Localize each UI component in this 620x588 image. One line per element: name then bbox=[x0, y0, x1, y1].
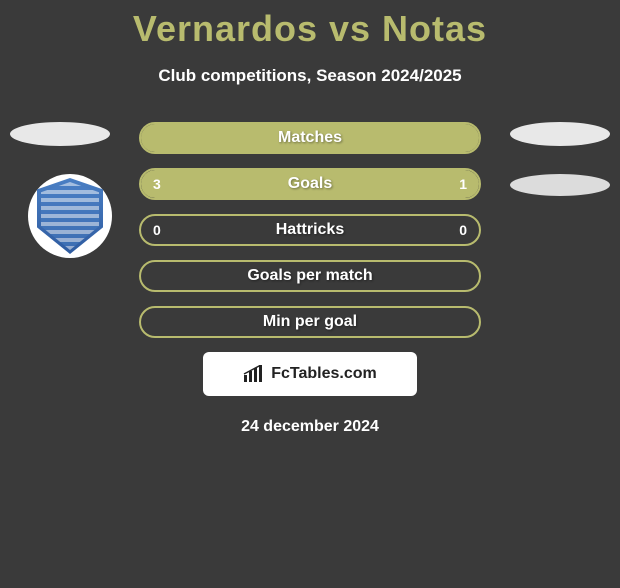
player-left-badge bbox=[10, 122, 110, 146]
stat-bars: Matches 3 Goals 1 0 Hattricks 0 Goals pe… bbox=[139, 122, 481, 338]
stat-label: Goals bbox=[141, 175, 479, 193]
player-right-badge-2 bbox=[510, 174, 610, 196]
stat-label: Min per goal bbox=[141, 313, 479, 331]
brand-card[interactable]: FcTables.com bbox=[203, 352, 417, 396]
comparison-panel: Matches 3 Goals 1 0 Hattricks 0 Goals pe… bbox=[0, 122, 620, 436]
brand-label: FcTables.com bbox=[271, 365, 377, 383]
stat-label: Hattricks bbox=[141, 221, 479, 239]
club-logo-left bbox=[28, 174, 112, 258]
stat-row-gpm: Goals per match bbox=[139, 260, 481, 292]
date-text: 24 december 2024 bbox=[0, 418, 620, 436]
bar-chart-icon bbox=[243, 365, 265, 383]
stat-row-mpg: Min per goal bbox=[139, 306, 481, 338]
stat-val-right: 1 bbox=[459, 176, 467, 192]
player-right-badge bbox=[510, 122, 610, 146]
stat-row-matches: Matches bbox=[139, 122, 481, 154]
stat-row-goals: 3 Goals 1 bbox=[139, 168, 481, 200]
stat-label: Goals per match bbox=[141, 267, 479, 285]
stat-row-hattricks: 0 Hattricks 0 bbox=[139, 214, 481, 246]
stat-label: Matches bbox=[141, 129, 479, 147]
subtitle: Club competitions, Season 2024/2025 bbox=[0, 66, 620, 86]
stat-val-right: 0 bbox=[459, 222, 467, 238]
page-title: Vernardos vs Notas bbox=[0, 8, 620, 50]
shield-icon bbox=[37, 178, 103, 254]
